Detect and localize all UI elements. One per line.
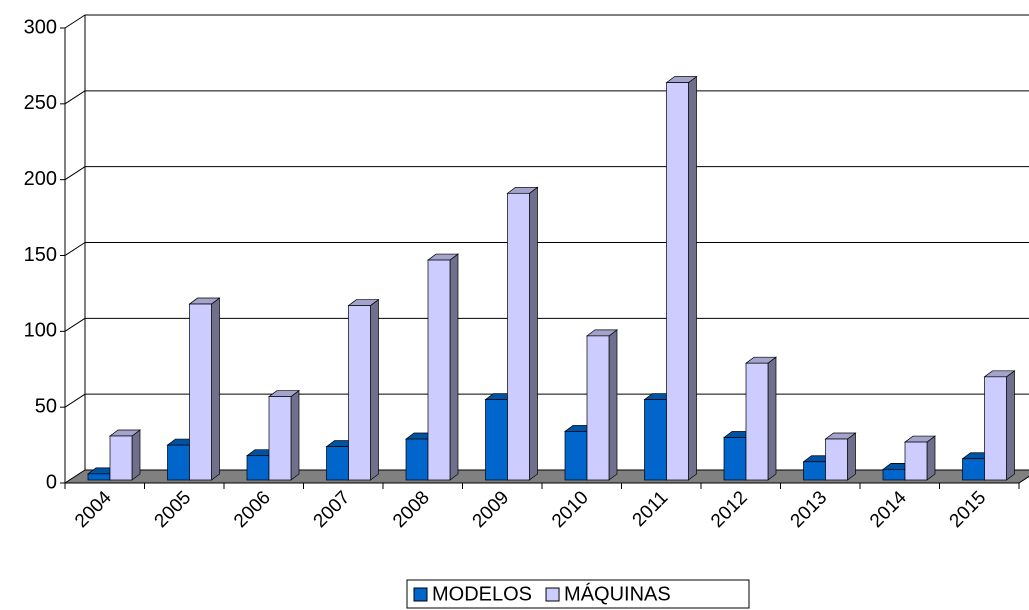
bar: [904, 441, 928, 481]
grid-line: [64, 242, 86, 256]
bar: [586, 335, 610, 481]
grid-line: [64, 14, 86, 29]
bar: [348, 305, 371, 481]
x-tick-label: 2005: [151, 487, 196, 532]
bar-side: [847, 432, 856, 481]
bar: [745, 362, 769, 481]
x-tick-label: 2009: [469, 487, 514, 532]
x-tick-label: 2008: [389, 487, 434, 532]
legend: MODELOS MÁQUINAS: [406, 579, 750, 609]
bar: [167, 444, 190, 481]
legend-label: MÁQUINAS: [564, 582, 671, 605]
bar-side: [767, 356, 777, 481]
y-tick-label: 300: [24, 16, 57, 38]
x-tick-label: 2011: [629, 487, 673, 531]
bar: [825, 438, 848, 481]
bar: [723, 437, 747, 481]
bar: [326, 446, 349, 481]
x-tick-label: 2010: [548, 487, 593, 532]
bar: [644, 399, 667, 481]
bar-side: [290, 389, 300, 481]
x-tick-label: 2014: [866, 487, 911, 532]
bar-side: [211, 297, 220, 481]
y-tick-label: 250: [24, 92, 57, 114]
y-tick-label: 200: [24, 168, 57, 190]
bar: [405, 438, 429, 481]
bar: [268, 396, 292, 481]
bar: [485, 399, 508, 481]
y-tick-label: 50: [35, 395, 57, 417]
legend-swatch: [545, 587, 560, 602]
legend-swatch: [413, 587, 428, 602]
grid-line: [64, 90, 86, 105]
x-tick-label: 2004: [71, 487, 116, 532]
x-tick-label: 2013: [787, 487, 832, 532]
bar: [803, 461, 826, 481]
bar: [507, 192, 530, 481]
bar: [246, 455, 270, 481]
bar-side: [1006, 370, 1015, 481]
bar: [427, 259, 451, 481]
bar: [666, 82, 689, 481]
y-tick-label: 0: [46, 471, 57, 493]
bar-side: [688, 75, 697, 481]
x-tick-label: 2007: [310, 487, 355, 532]
bar-side: [529, 186, 538, 481]
y-tick-label: 150: [24, 244, 57, 266]
bar: [87, 473, 111, 481]
bar: [109, 435, 133, 481]
x-tick-label: 2006: [230, 487, 275, 532]
bar: [882, 469, 906, 481]
grid-line: [64, 393, 86, 408]
legend-label: MODELOS: [432, 583, 532, 605]
x-tick-label: 2012: [707, 487, 752, 532]
bar-side: [926, 435, 936, 481]
y-tick-label: 100: [24, 320, 57, 342]
bar-side: [608, 329, 618, 481]
bar: [962, 458, 985, 481]
x-tick-label: 2015: [946, 487, 991, 532]
bar: [189, 303, 212, 481]
legend-box: [406, 579, 750, 609]
bar: [984, 376, 1007, 481]
bar: [564, 431, 588, 481]
bar-side: [370, 298, 379, 481]
bar-side: [131, 429, 141, 481]
bar-side: [449, 253, 459, 481]
grid-line: [64, 166, 86, 181]
grid-line: [64, 317, 86, 332]
